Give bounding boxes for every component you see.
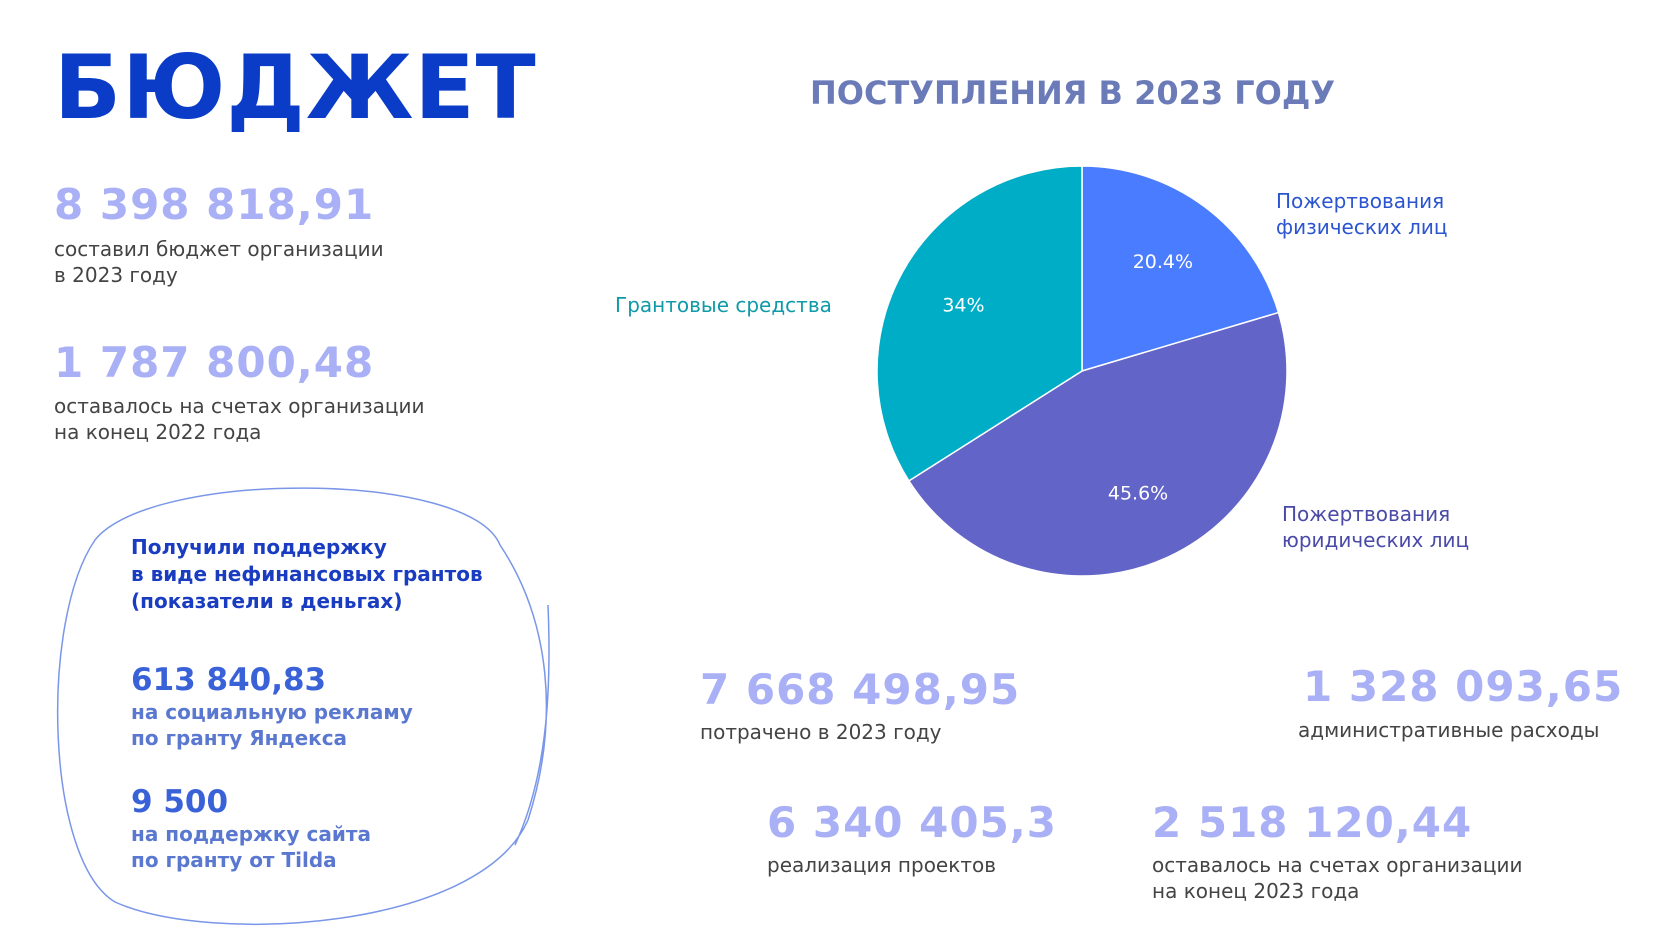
value-label: 20.4% [1133,251,1193,273]
legend-label: Грантовые средства [615,293,832,317]
stat-caption: реализация проектов [767,853,996,877]
stat-number: 2 518 120,44 [1152,798,1473,847]
pie-slice [1081,165,1280,373]
stat-caption: оставалось на счетах организации на коне… [1152,853,1523,903]
legend-label: Пожертвования физических лиц [1276,189,1448,239]
stat-number: 8 398 818,91 [54,180,375,229]
pie-slice [876,165,1083,482]
grant-caption: на поддержку сайта по гранту от Tilda [131,822,371,872]
stat-caption: составил бюджет организации в 2023 году [54,237,384,287]
legend-label: Пожертвования юридических лиц [1282,502,1470,552]
stat-number: 1 328 093,65 [1303,662,1624,711]
stat-number: 7 668 498,95 [700,665,1021,714]
grant-caption: на социальную рекламу по гранту Яндекса [131,700,413,750]
grant-number: 613 840,83 [131,662,327,698]
stat-number: 6 340 405,3 [767,798,1057,847]
stat-number: 1 787 800,48 [54,338,375,387]
value-label: 45.6% [1108,483,1168,505]
pie-slice [907,311,1288,577]
stat-caption: потрачено в 2023 году [700,720,942,744]
grant-number: 9 500 [131,784,229,820]
page-title: БЮДЖЕТ [54,36,537,139]
hand-drawn-loop [56,487,550,926]
value-label: 34% [942,294,984,316]
stat-caption: административные расходы [1298,718,1600,742]
grants-heading: Получили поддержку в виде нефинансовых г… [131,535,483,613]
stat-caption: оставалось на счетах организации на коне… [54,394,425,444]
chart-title: ПОСТУПЛЕНИЯ В 2023 ГОДУ [810,74,1336,112]
